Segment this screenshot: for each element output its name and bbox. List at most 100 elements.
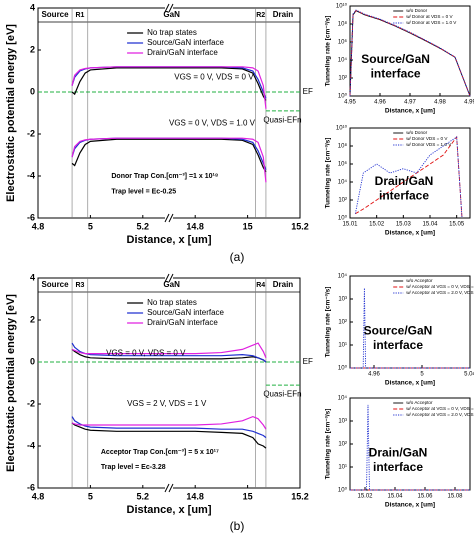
legend-label: No trap states [147,28,197,37]
y-tick-label: 10⁴ [338,179,348,186]
x-tick-label: 5.2 [137,491,150,501]
y-tick-label: 4 [30,2,35,12]
x-tick-label: 15.02 [369,222,385,228]
region-label: GaN [163,10,180,19]
annotation: VGS = 0 V, VDS = 0 V [106,349,186,358]
y-tick-label: 10³ [338,297,347,303]
y-tick-label: 10⁰ [338,365,348,372]
x-tick-label: 5.04 [464,372,474,378]
y-tick-label: 10¹ [338,465,347,471]
legend-label: w/ Acceptor at VGS = 0 V, VDS = 0 V [406,284,474,289]
y-tick-label: 2 [30,44,35,54]
y-tick-label: -2 [27,398,35,408]
legend-label: No trap states [147,298,197,307]
annotation: Quasi-EFn [263,390,301,399]
x-tick-label: 5.2 [137,221,150,231]
y-axis-label: Electrostatic potential energy [eV] [5,294,17,472]
x-tick-label: 15.01 [342,222,358,228]
y-axis-label: Electrostatic potential energy [eV] [5,24,17,202]
legend-label: w/ Donor at VDS = 1.0 V [406,20,457,25]
legend-label: w/ Donor VDS = 1.0 V [406,142,452,147]
y-axis-label: Tunneling rate [cm⁻³/s] [325,287,332,358]
annotation: Trap level = Ec-3.28 [101,464,166,471]
y-tick-label: 10² [338,198,347,204]
x-tick-label: 4.98 [434,100,446,106]
x-tick-label: 15 [243,491,253,501]
annotation: VGS = 2 V, VDS = 1 V [127,399,207,408]
x-tick-label: 15.04 [422,222,438,228]
y-tick-label: 10⁸ [338,143,348,150]
panel-label: (b) [230,519,245,533]
series-line [71,66,267,109]
y-axis-label: Tunneling rate [cm⁻³/s] [325,409,332,480]
series-line [350,404,470,491]
axis-break [164,483,170,493]
y-tick-label: -6 [27,212,35,222]
x-tick-label: 15.2 [291,491,309,501]
axis-break [165,4,173,12]
x-tick-label: 4.95 [344,100,356,106]
axis-break [168,3,174,13]
y-tick-label: 0 [30,86,35,96]
x-tick-label: 4.96 [374,100,386,106]
axis-break [165,214,173,222]
x-tick-label: 15.08 [447,494,463,500]
annotation: Drain/GaN [369,445,428,459]
legend-label: w/o Acceptor [406,400,433,405]
x-tick-label: 5 [420,372,424,378]
y-tick-label: 10¹ [338,343,347,349]
x-axis-label: Distance, x [um] [127,504,212,516]
x-axis-label: Distance, x [um] [385,108,435,115]
annotation: Drain/GaN [375,174,434,188]
x-tick-label: 5 [88,221,93,231]
x-tick-label: 15.02 [357,494,373,500]
annotation: interface [373,338,423,352]
region-label: Drain [273,10,294,19]
y-tick-label: 10³ [338,419,347,425]
y-tick-label: 10² [338,442,347,448]
series-line [71,137,267,170]
x-axis-label: Distance, x [um] [385,502,435,509]
x-tick-label: 15.05 [449,222,465,228]
x-tick-label: 4.99 [464,100,474,106]
legend-label: w/o Donor [406,8,427,13]
annotation: Source/GaN [361,52,430,66]
y-tick-label: 0 [30,356,35,366]
y-tick-label: 10⁸ [338,21,348,28]
x-tick-label: 15.03 [396,222,412,228]
region-label: Drain [273,280,294,289]
region-label: Source [41,10,69,19]
y-tick-label: 10² [338,76,347,82]
annotation: EF [303,87,313,96]
annotation: Donor Trap Con.[cm⁻³] =1 x 10¹⁸ [111,173,218,180]
axis-break [168,213,174,223]
annotation: interface [379,189,429,203]
y-tick-label: -4 [27,440,35,450]
y-tick-label: 10⁴ [338,57,348,64]
y-tick-label: 10² [338,320,347,326]
x-tick-label: 4.8 [32,221,45,231]
y-tick-label: 10⁰ [338,93,348,100]
series-line [354,136,463,219]
y-tick-label: -6 [27,482,35,492]
y-tick-label: 10¹⁰ [336,125,348,132]
x-tick-label: 4.97 [404,100,416,106]
y-tick-label: -4 [27,170,35,180]
legend-label: Drain/GaN interface [147,48,218,57]
axis-break [168,273,174,283]
x-tick-label: 14.8 [186,221,204,231]
y-tick-label: 10⁶ [338,161,348,168]
axis-break [164,273,170,283]
y-tick-label: 10⁴ [338,273,348,280]
x-tick-label: 15.06 [417,494,433,500]
annotation: interface [371,67,421,81]
legend-label: Source/GaN interface [147,308,224,317]
legend-label: w/o Acceptor [406,278,433,283]
region-label: R2 [256,12,265,19]
series-line [71,67,267,101]
legend-label: w/ Acceptor at VGS = 2.0 V, VDS = 1.0 V [406,290,474,295]
y-tick-label: 10⁴ [338,395,348,402]
x-axis-label: Distance, x [um] [385,230,435,237]
y-tick-label: 10⁶ [338,39,348,46]
